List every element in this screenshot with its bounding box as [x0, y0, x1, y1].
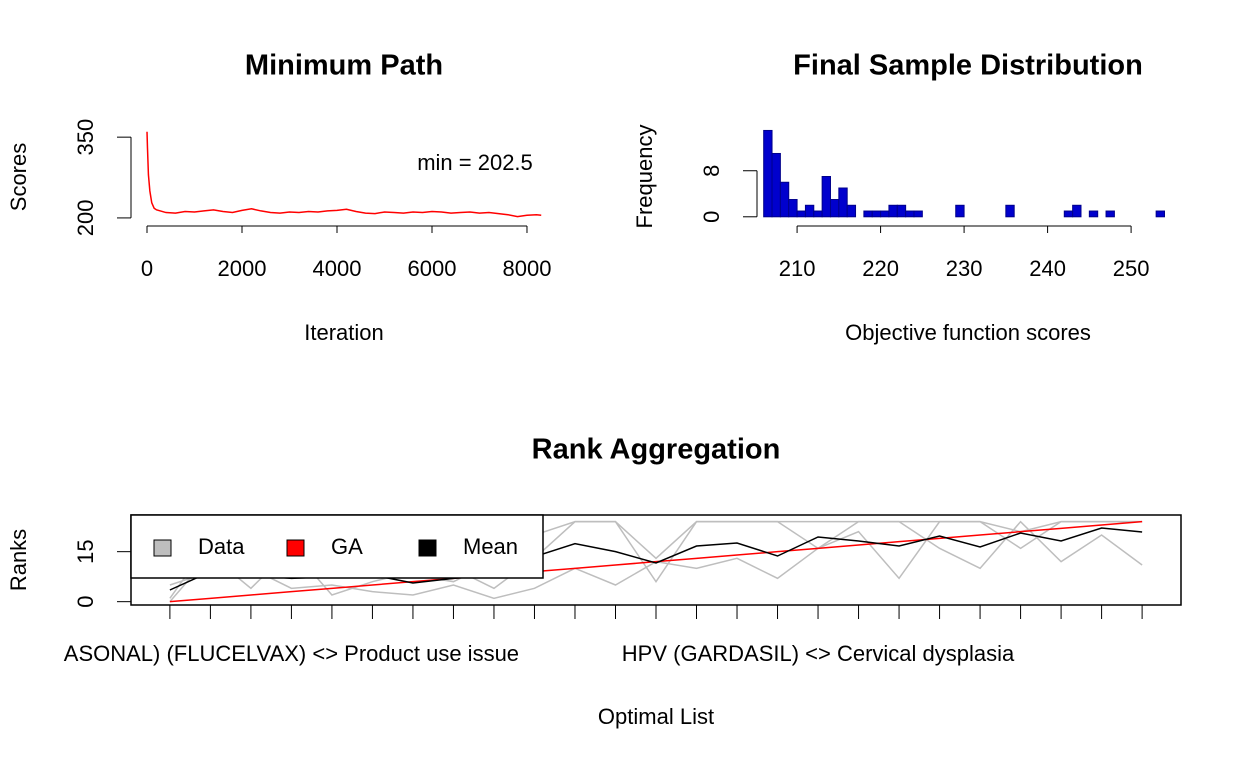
histogram-bar [788, 199, 798, 218]
chart-title: Final Sample Distribution [793, 50, 1143, 82]
histogram-bar [913, 210, 923, 218]
x-tick-label: 2000 [218, 256, 267, 281]
histogram-bar [838, 187, 848, 218]
legend-box [130, 514, 544, 579]
y-tick-label: 0 [73, 596, 98, 608]
y-tick-label: 200 [73, 200, 98, 237]
legend: Data GA Mean [130, 514, 544, 579]
chart-title: Minimum Path [245, 50, 443, 82]
x-axis-label: Objective function scores [845, 320, 1091, 345]
x-tick-label: ASONAL) (FLUCELVAX) <> Product use issue [64, 641, 519, 666]
y-tick-label: 15 [73, 539, 98, 563]
x-tick-label: 8000 [503, 256, 552, 281]
x-tick-label: 210 [779, 256, 816, 281]
histogram-bar [779, 181, 790, 218]
y-tick-label: 8 [699, 165, 724, 177]
histogram-bar [763, 129, 773, 218]
x-axis-label: Optimal List [598, 704, 714, 729]
x-tick-label: 250 [1113, 256, 1150, 281]
histogram-bar [1088, 210, 1099, 218]
y-axis-label: Scores [6, 143, 31, 211]
histogram-bar [1005, 204, 1015, 218]
histogram-bar [955, 204, 965, 218]
x-axis-label: Iteration [304, 320, 384, 345]
histogram-bar [771, 152, 781, 218]
x-tick-label: 4000 [313, 256, 362, 281]
histogram-bar [905, 210, 915, 218]
y-tick-label: 350 [73, 119, 98, 156]
histogram-bar [880, 210, 890, 218]
x-tick-label: HPV (GARDASIL) <> Cervical dysplasia [622, 641, 1015, 666]
histogram-bar [796, 210, 806, 218]
histogram-bar [821, 176, 831, 218]
histogram-bar [871, 210, 882, 218]
rank-line [169, 520, 1143, 603]
legend-swatch [286, 539, 305, 557]
histogram-bar [813, 210, 823, 218]
x-tick-label: 0 [141, 256, 153, 281]
histogram-bar [896, 204, 907, 218]
legend-label: GA [331, 534, 363, 559]
histogram-bar [888, 204, 898, 218]
legend-swatch [153, 539, 172, 557]
histogram-bar [1155, 210, 1165, 218]
annotation: min = 202.5 [417, 150, 533, 175]
x-tick-label: 6000 [408, 256, 457, 281]
y-axis-label: Frequency [632, 125, 657, 229]
y-axis-label: Ranks [6, 529, 31, 591]
histogram-bar [829, 199, 840, 218]
x-tick-label: 230 [946, 256, 983, 281]
histogram-bar [846, 204, 857, 218]
y-tick-label: 0 [699, 211, 724, 223]
score-line [146, 131, 542, 218]
histogram-bar [863, 210, 873, 218]
chart-title: Rank Aggregation [532, 434, 781, 466]
x-tick-label: 220 [862, 256, 899, 281]
legend-label: Mean [463, 534, 518, 559]
histogram-bar [1072, 204, 1082, 218]
x-tick-label: 240 [1029, 256, 1066, 281]
legend-swatch [418, 539, 437, 557]
histogram-bar [804, 204, 815, 218]
histogram-bar [1063, 210, 1074, 218]
legend-label: Data [198, 534, 245, 559]
histogram-bar [1105, 210, 1115, 218]
